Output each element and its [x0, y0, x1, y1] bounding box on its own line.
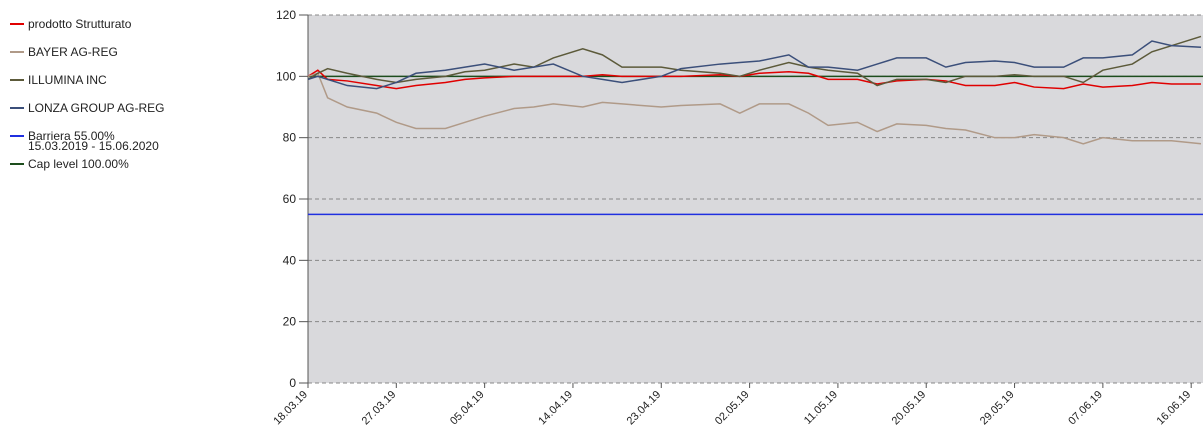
legend-label: Cap level 100.00% — [28, 157, 129, 171]
legend-label: prodotto Strutturato — [28, 17, 132, 31]
y-tick-label: 20 — [283, 315, 297, 329]
x-tick-label: 29.05.19 — [978, 389, 1017, 428]
x-tick-label: 27.03.19 — [360, 389, 399, 428]
y-tick-label: 40 — [283, 253, 297, 267]
y-tick-label: 120 — [276, 8, 296, 22]
legend-note: 15.03.2019 - 15.06.2020 — [28, 139, 159, 153]
x-tick-label: 23.04.19 — [625, 389, 664, 428]
series-line — [307, 69, 1201, 90]
series-line — [307, 72, 1202, 145]
legend-label: BAYER AG-REG — [28, 45, 118, 59]
y-tick-label: 80 — [283, 131, 297, 145]
series-line — [307, 40, 1202, 90]
legend-label: ILLUMINA INC — [28, 73, 107, 87]
legend-label: Barriera 55.00% — [28, 129, 115, 143]
x-tick-label: 16.06.19 — [1155, 389, 1194, 428]
x-tick-label: 11.05.19 — [802, 389, 840, 427]
x-tick-label: 14.04.19 — [536, 389, 575, 428]
x-tick-label: 02.05.19 — [713, 389, 752, 428]
x-tick-label: 18.03.19 — [271, 389, 310, 428]
series-line — [307, 35, 1202, 87]
y-tick-label: 100 — [276, 69, 296, 83]
x-tick-label: 07.06.19 — [1066, 389, 1105, 428]
y-tick-label: 0 — [289, 376, 296, 390]
legend-label: LONZA GROUP AG-REG — [28, 101, 164, 115]
x-tick-label: 05.04.19 — [448, 389, 487, 428]
x-tick-label: 20.05.19 — [890, 389, 929, 428]
y-tick-label: 60 — [283, 192, 297, 206]
